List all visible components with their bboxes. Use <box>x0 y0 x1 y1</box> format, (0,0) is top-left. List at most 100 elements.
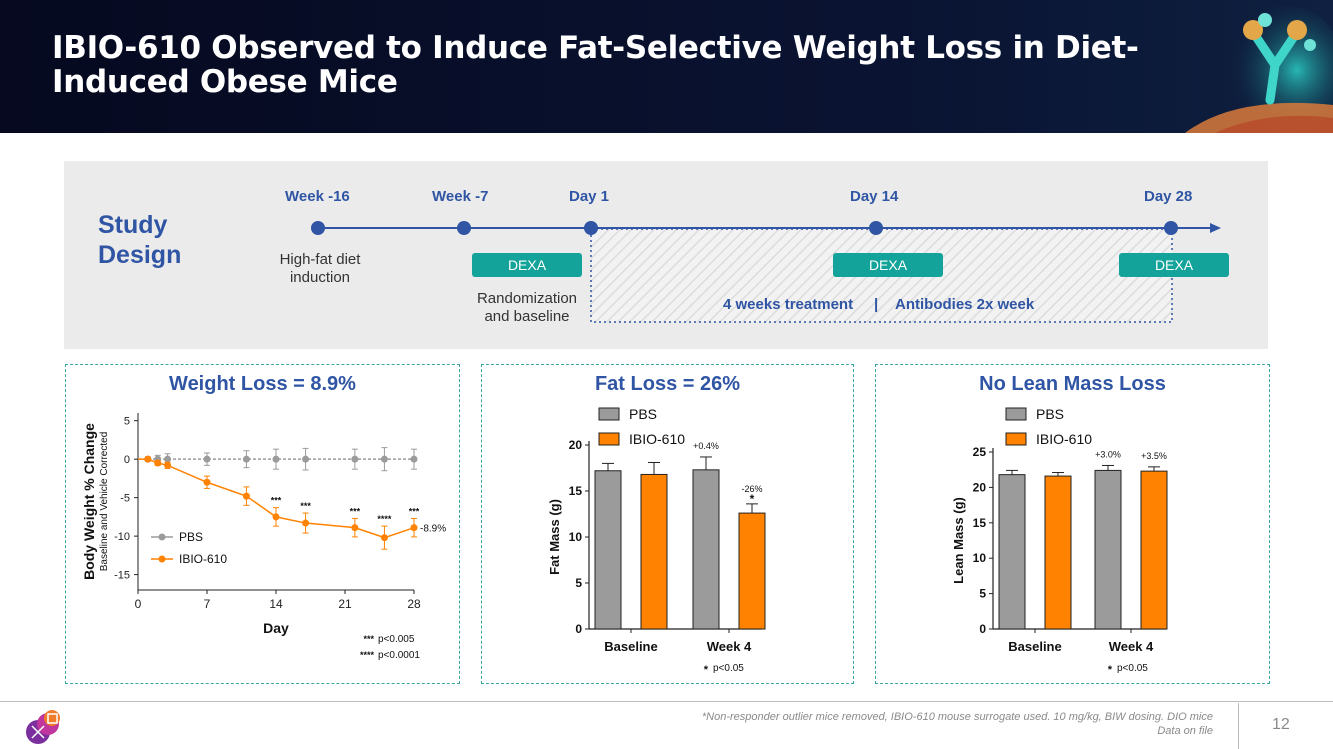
lean-mass-title: No Lean Mass Loss <box>979 373 1166 395</box>
fat-loss-title: Fat Loss = 26% <box>594 373 741 395</box>
high-fat-diet-text: High-fat diet induction <box>255 251 385 287</box>
data-point-pbs <box>203 455 211 463</box>
legend-label-pbs: PBS <box>1036 406 1064 422</box>
data-point-ibio-610 <box>351 524 359 532</box>
study-title-line1: Study <box>98 211 168 239</box>
y-tick-label: -10 <box>114 531 130 543</box>
pvalue-marker: * <box>704 664 709 676</box>
antibody-dosing: Antibodies 2x week <box>895 296 1035 313</box>
bar-ibio-610 <box>640 473 668 630</box>
data-point-ibio-610 <box>164 461 172 469</box>
legend-swatch-ibio-610 <box>1005 432 1027 446</box>
y-tick-label: 10 <box>569 530 583 544</box>
page-number: 12 <box>1272 716 1290 733</box>
treatment-separator: | <box>874 296 879 313</box>
antibody-illustration <box>1185 5 1333 133</box>
weight-loss-chart: 5 0 -5 -10 -15 0 7 14 21 28 Day Body Weight % Chang… <box>81 413 446 661</box>
bar-annotation: +3.5% <box>1141 451 1167 461</box>
dexa-badge-week-7: DEXA <box>472 253 582 277</box>
timepoint-label-day-1: Day 1 <box>569 188 610 205</box>
data-point-ibio-610 <box>203 478 211 486</box>
footnote-line1: *Non-responder outlier mice removed, IBI… <box>701 711 1213 723</box>
timepoint-dot-day-28 <box>1164 221 1178 235</box>
data-point-pbs <box>242 455 250 463</box>
timepoint-dot-week-16 <box>311 221 325 235</box>
significance-marker: *** <box>271 496 282 506</box>
pvalue-text: p<0.0001 <box>378 650 420 661</box>
y-axis-label: Fat Mass (g) <box>547 499 562 575</box>
weight-loss-title: Weight Loss = 8.9% <box>169 373 356 395</box>
y-tick-label: 5 <box>124 416 130 428</box>
end-value-label: -8.9% <box>420 524 446 535</box>
pvalue-text: p<0.05 <box>1117 663 1148 674</box>
y-tick-label: 0 <box>575 622 582 636</box>
data-point-pbs <box>351 455 359 463</box>
significance-marker: *** <box>409 506 420 516</box>
significance-marker: * <box>750 492 755 506</box>
y-tick-label: 0 <box>124 454 130 466</box>
high-fat-line1: High-fat diet <box>279 251 361 268</box>
footnote-line2: Data on file <box>1157 725 1213 737</box>
pvalue-text: p<0.05 <box>713 663 744 674</box>
bar-annotation: +3.0% <box>1095 449 1121 459</box>
data-point-ibio-610 <box>272 513 280 521</box>
y-tick-label: 15 <box>569 484 583 498</box>
legend-swatch-ibio-610 <box>598 432 620 446</box>
pvalue-marker: *** <box>363 634 374 644</box>
y-tick-label: 10 <box>973 551 987 565</box>
data-point-pbs <box>410 455 418 463</box>
y-tick-label: 20 <box>973 480 987 494</box>
high-fat-line2: induction <box>289 269 351 286</box>
legend-label-pbs: PBS <box>629 406 657 422</box>
bar-ibio-610 <box>1140 470 1168 630</box>
page-number-divider <box>1238 703 1239 749</box>
data-point-ibio-610 <box>302 519 310 527</box>
dexa-badge-day-28: DEXA <box>1119 253 1229 277</box>
timepoint-dot-day-1 <box>584 221 598 235</box>
bar-ibio-610 <box>738 512 766 630</box>
timepoint-label-day-14: Day 14 <box>850 188 899 205</box>
legend-label-pbs: PBS <box>179 530 203 544</box>
x-tick-label: 7 <box>204 597 211 611</box>
timepoint-dot-day-14 <box>869 221 883 235</box>
legend-swatch-pbs <box>598 407 620 421</box>
randomization-line1: Randomization <box>476 290 578 307</box>
timepoint-dot-week-7 <box>457 221 471 235</box>
bar-annotation: +0.4% <box>693 441 719 451</box>
study-title-line2: Design <box>98 241 182 269</box>
weight-loss-panel: Weight Loss = 8.9% 5 0 -5 -10 -15 0 7 14 21 28 Day… <box>65 364 460 684</box>
lean-mass-panel: No Lean Mass Loss 0 5 10 15 20 25 Lean Mass (g… <box>875 364 1270 684</box>
data-point-ibio-610 <box>144 455 152 463</box>
significance-marker: *** <box>350 506 361 516</box>
x-tick-label: Week 4 <box>707 639 752 654</box>
data-point-pbs <box>380 455 388 463</box>
y-tick-label: 20 <box>569 438 583 452</box>
y-tick-label: -15 <box>114 570 130 582</box>
y-tick-label: 15 <box>973 516 987 530</box>
footer-divider <box>0 701 1333 702</box>
legend-swatch-pbs <box>1005 407 1027 421</box>
legend-label-ibio-610: IBIO-610 <box>1036 431 1092 447</box>
data-point-ibio-610 <box>242 492 250 500</box>
x-tick-label: 0 <box>135 597 142 611</box>
data-point-ibio-610 <box>380 534 388 542</box>
header-banner: IBIO-610 Observed to Induce Fat-Selectiv… <box>0 0 1333 133</box>
lean-mass-chart: 0 5 10 15 20 25 Lean Mass (g) Baseline Week 4 +3.… <box>951 406 1168 676</box>
significance-marker: **** <box>377 514 392 524</box>
study-design-title: Study Design <box>98 210 181 270</box>
timepoint-label-week-16: Week -16 <box>285 188 350 205</box>
bar-pbs <box>692 469 720 630</box>
data-point-pbs <box>302 455 310 463</box>
y-tick-label: 0 <box>979 622 986 636</box>
y-tick-label: 25 <box>973 445 987 459</box>
company-logo <box>26 710 60 744</box>
bar-annotation: -26% <box>741 484 762 494</box>
page-title: IBIO-610 Observed to Induce Fat-Selectiv… <box>52 30 1139 100</box>
x-tick-label: Baseline <box>1008 639 1061 654</box>
legend-label-ibio-610: IBIO-610 <box>629 431 685 447</box>
study-timeline <box>311 221 1221 323</box>
x-axis-label: Day <box>263 620 289 636</box>
bar-pbs <box>1094 469 1122 630</box>
randomization-text: Randomization and baseline <box>462 290 592 326</box>
y-tick-label: 5 <box>979 587 986 601</box>
